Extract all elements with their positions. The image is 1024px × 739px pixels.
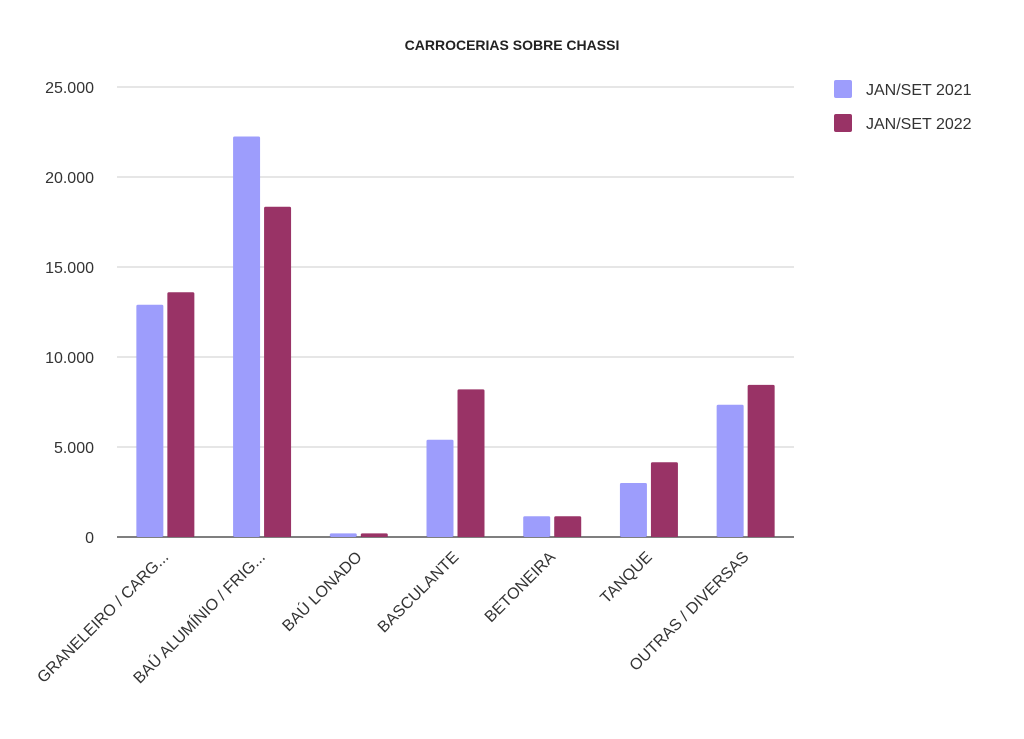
legend-swatch: [834, 114, 852, 132]
bar: [233, 136, 261, 537]
grid-lines: [117, 86, 794, 538]
legend-item: JAN/SET 2022: [834, 114, 972, 133]
bar: [329, 533, 357, 537]
legend-label: JAN/SET 2022: [866, 116, 972, 133]
bar: [747, 384, 775, 537]
bar: [554, 516, 582, 537]
x-axis-ticks: GRANELEIRO / CARG...BAÚ ALUMÍNIO / FRIG.…: [34, 547, 752, 687]
legend-swatch: [834, 80, 852, 98]
bar: [716, 404, 744, 537]
y-tick-label: 20.000: [45, 170, 94, 187]
y-tick-label: 5.000: [54, 440, 94, 457]
legend: JAN/SET 2021 JAN/SET 2022: [834, 80, 972, 133]
y-tick-label: 10.000: [45, 350, 94, 367]
bar: [426, 439, 454, 537]
x-tick-label: BASCULANTE: [375, 549, 462, 636]
legend-label: JAN/SET 2021: [866, 82, 972, 99]
legend-item: JAN/SET 2021: [834, 80, 972, 99]
bar: [360, 533, 388, 537]
bar: [650, 462, 678, 537]
y-tick-label: 25.000: [45, 80, 94, 97]
x-tick-label: BAÚ LONADO: [278, 547, 366, 635]
x-tick-label: BETONEIRA: [482, 549, 559, 626]
chart-title: CARROCERIAS SOBRE CHASSI: [405, 37, 620, 53]
bar: [523, 516, 551, 537]
bar: [167, 292, 195, 537]
bar: [457, 389, 485, 537]
y-tick-label: 0: [85, 530, 94, 547]
bar: [619, 483, 647, 537]
y-axis-ticks: 0 5.000 10.000 15.000 20.000 25.000: [45, 80, 94, 547]
x-tick-label: TANQUE: [597, 549, 655, 607]
bar: [264, 206, 292, 537]
bars: [136, 136, 775, 537]
bar: [136, 304, 164, 537]
y-tick-label: 15.000: [45, 260, 94, 277]
